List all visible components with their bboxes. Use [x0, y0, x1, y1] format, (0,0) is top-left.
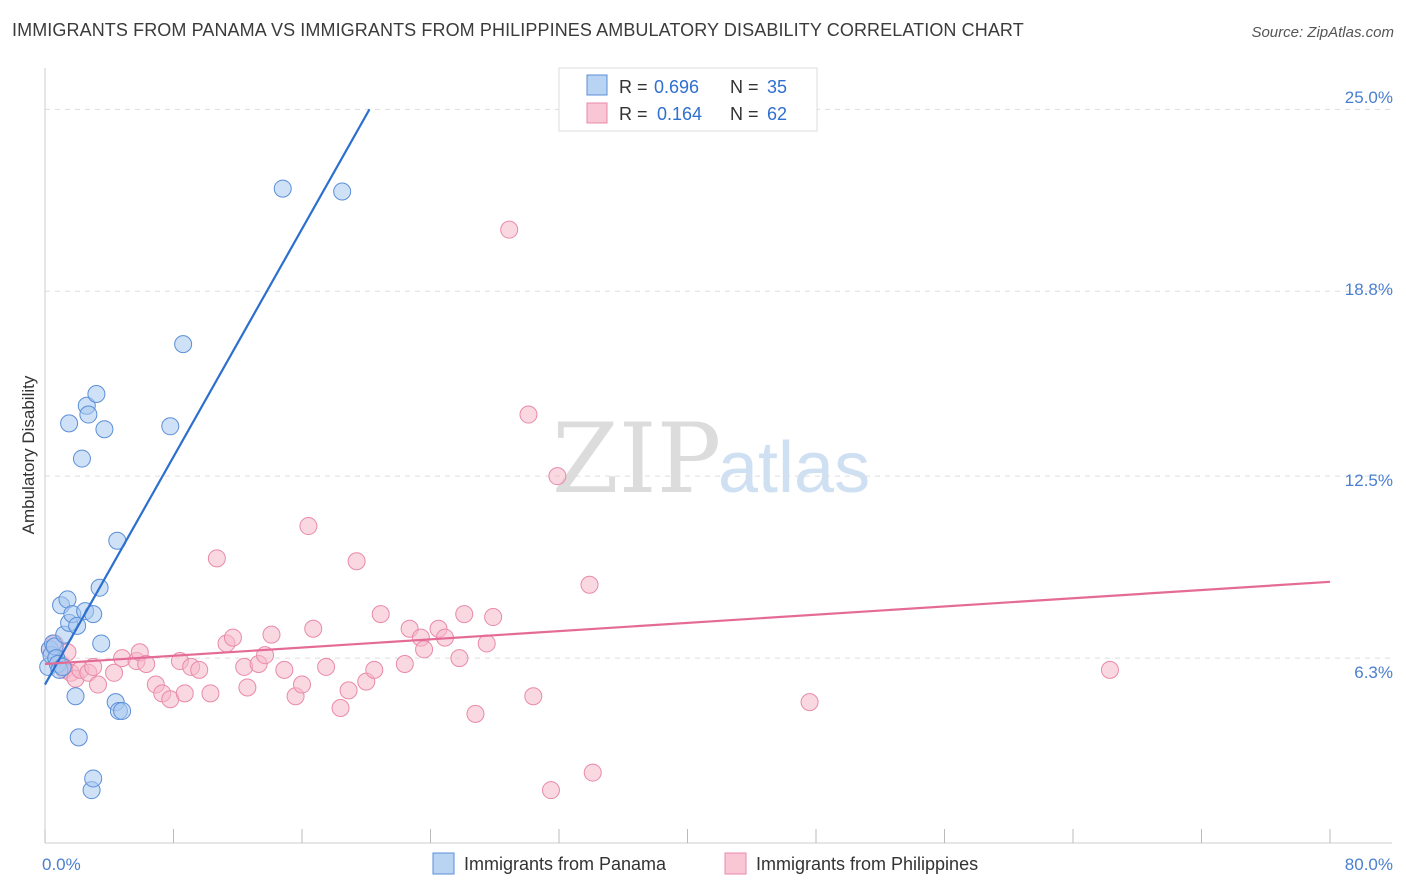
y-tick-label-25: 25.0% [1345, 88, 1393, 107]
legend-n-label-panama: N = [730, 77, 759, 97]
series-philippines-points [40, 220, 1119, 800]
philippines-point [137, 654, 156, 673]
legend-r-value-panama: 0.696 [654, 77, 699, 97]
series-legend-label-panama[interactable]: Immigrants from Panama [464, 854, 667, 874]
panama-point [95, 420, 114, 439]
philippines-point [484, 608, 503, 627]
panama-point [161, 417, 180, 436]
x-tick-label-max: 80.0% [1345, 855, 1393, 874]
legend-r-label-philippines: R = [619, 104, 648, 124]
series-legend: Immigrants from Panama Immigrants from P… [432, 852, 978, 875]
philippines-point [365, 660, 384, 679]
series-legend-swatch-philippines[interactable] [724, 852, 747, 875]
legend-swatch-panama [586, 74, 608, 96]
philippines-point [395, 654, 414, 673]
panama-point [53, 657, 72, 676]
y-axis-label: Ambulatory Disability [19, 375, 38, 534]
legend-swatch-philippines [586, 102, 608, 124]
panama-point [92, 634, 111, 653]
source-credit: Source: ZipAtlas.com [1251, 24, 1394, 41]
philippines-point [207, 549, 226, 568]
philippines-point [201, 684, 220, 703]
panama-point [87, 385, 106, 404]
legend-r-label-panama: R = [619, 77, 648, 97]
philippines-point [347, 552, 366, 571]
philippines-point [223, 628, 242, 647]
gridlines [45, 108, 1392, 659]
panama-point [66, 687, 85, 706]
philippines-point [304, 619, 323, 638]
philippines-point [89, 675, 108, 694]
series-legend-swatch-panama[interactable] [432, 852, 455, 875]
panama-point [60, 414, 79, 433]
philippines-point [339, 681, 358, 700]
philippines-point [450, 649, 469, 668]
x-tick-label-min: 0.0% [42, 855, 81, 874]
legend-n-value-philippines: 62 [767, 104, 787, 124]
panama-point [69, 728, 88, 747]
legend-r-value-philippines: 0.164 [657, 104, 702, 124]
series-panama-points [39, 179, 352, 800]
philippines-point [84, 657, 103, 676]
watermark-atlas: atlas [718, 428, 870, 508]
philippines-point [331, 699, 350, 718]
philippines-point [371, 605, 390, 624]
panama-point [273, 179, 292, 198]
philippines-point [190, 660, 209, 679]
philippines-point [500, 220, 519, 239]
philippines-point [800, 693, 819, 712]
panama-point [113, 701, 132, 720]
philippines-point [415, 640, 434, 659]
philippines-point [580, 575, 599, 594]
philippines-point [293, 675, 311, 694]
series-legend-label-philippines[interactable]: Immigrants from Philippines [756, 854, 978, 874]
philippines-point [466, 704, 485, 723]
legend-n-value-panama: 35 [767, 77, 787, 97]
philippines-point [519, 405, 538, 424]
philippines-point [548, 467, 567, 486]
stats-legend: R = 0.696 N = 35 R = 0.164 N = 62 [558, 67, 818, 132]
philippines-point [275, 660, 294, 679]
panama-point [333, 182, 352, 201]
watermark-zip: ZIP [552, 403, 721, 515]
panama-point [84, 769, 103, 788]
trend-line-panama [44, 108, 371, 686]
philippines-point [541, 781, 560, 800]
panama-point [79, 405, 98, 424]
y-tick-label-6-3: 6.3% [1354, 663, 1393, 682]
panama-point [174, 335, 193, 354]
legend-n-label-philippines: N = [730, 104, 759, 124]
philippines-point [105, 663, 124, 682]
panama-point [72, 449, 91, 468]
philippines-point [583, 763, 602, 782]
philippines-point [1100, 660, 1119, 679]
philippines-point [477, 634, 496, 653]
philippines-point [455, 605, 474, 624]
axes [44, 68, 1392, 844]
y-tick-label-12-5: 12.5% [1345, 471, 1393, 490]
philippines-point [238, 678, 257, 697]
trend-lines [44, 108, 1331, 686]
philippines-point [262, 625, 281, 644]
philippines-point [299, 517, 318, 536]
philippines-point [175, 684, 194, 703]
philippines-point [524, 687, 543, 706]
trend-line-philippines [44, 580, 1331, 666]
y-tick-label-18-8: 18.8% [1345, 280, 1393, 299]
philippines-point [317, 657, 336, 676]
chart-title: IMMIGRANTS FROM PANAMA VS IMMIGRANTS FRO… [12, 20, 1024, 40]
